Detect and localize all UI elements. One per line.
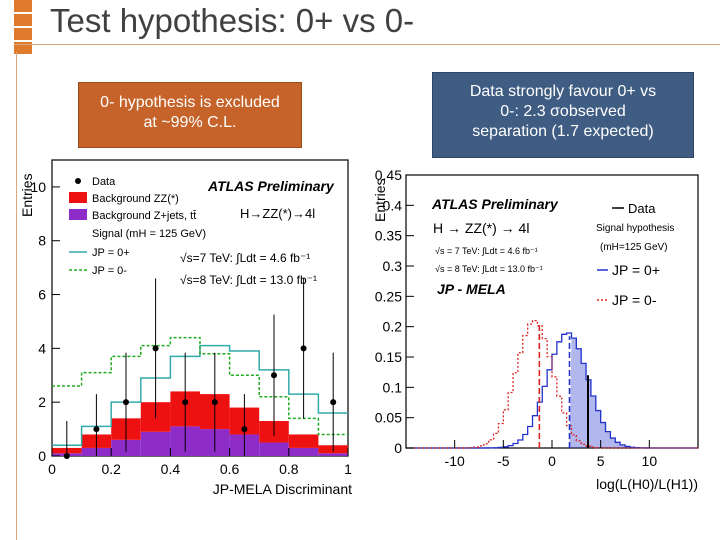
y-tick-label: 0.15 [375,349,402,365]
x-tick-label: 0 [548,453,556,469]
y-tick-label: 4 [38,340,46,356]
right-chart-xlabel: log(L(H0)/L(H1)) [596,476,698,492]
right-chart-process: H → ZZ(*) → 4l [433,220,529,236]
h0-pvalue-area [569,338,698,448]
legend-zz-swatch [69,192,87,203]
y-tick-label: 0.4 [383,197,403,213]
x-tick-label: 0.2 [101,461,121,477]
legend-signal-label: Signal (mH = 125 GeV) [92,228,206,240]
legend-0plus-label: JP = 0+ [92,247,130,259]
legend-h1-label: JP = 0- [612,292,657,308]
y-tick-label: 2 [38,394,46,410]
right-chart-ylabel: Entries [372,178,388,222]
x-tick-label: -5 [497,453,510,469]
separation-callout: Data strongly favour 0+ vs 0-: 2.3 σobse… [432,72,694,158]
y-tick-label: 0.1 [383,379,403,395]
y-tick-label: 0.45 [375,167,402,183]
separation-callout-line-1: Data strongly favour 0+ vs [469,83,657,100]
side-rule [16,52,17,540]
exclusion-callout-line-1: 0- hypothesis is excluded [100,94,280,111]
y-tick-label: 8 [38,233,46,249]
title-accent-bar [14,0,32,54]
x-tick-label: 0.6 [220,461,240,477]
data-point [182,399,189,406]
left-chart-ylabel: Entries [19,173,35,217]
x-tick-label: 0.8 [279,461,299,477]
data-point [241,426,248,433]
left-lumi-7tev: √s=7 TeV: ∫Ldt = 4.6 fb⁻¹ [180,251,310,265]
legend-zjets-label: Background Z+jets, tt̄ [92,210,197,222]
legend-signal-hyp: Signal hypothesis [596,223,674,234]
h1-distribution [406,319,698,449]
zz-bar [288,434,319,448]
legend-data-label-r: Data [628,201,656,216]
legend-data-marker [75,178,81,184]
legend-zjets-swatch [69,209,87,220]
right-chart-ticks: -10 -5 0 5 10 0 0.05 0.1 0.15 0.2 0.25 0.3 0.35 0.4 0.… [375,167,658,469]
zjets-bar [259,442,289,456]
data-point [152,345,159,352]
y-tick-label: 0.25 [375,288,402,304]
separation-callout-line-3: separation (1.7 expected) [472,123,654,140]
left-chart-xlabel: JP-MELA Discriminant [213,481,352,497]
y-tick-label: 6 [38,287,46,303]
zjets-bar [318,453,348,456]
slide-title: Test hypothesis: 0+ vs 0- [50,2,415,39]
zjets-bar [140,431,171,456]
legend-mass: (mH=125 GeV) [600,242,668,253]
right-lumi-7tev: √s = 7 TeV: ∫Ldt = 4.6 fb⁻¹ [435,246,538,256]
separation-callout-line-2: 0-: 2.3 σobserved [500,103,626,120]
y-tick-label: 0.05 [375,410,402,426]
left-chart-title: ATLAS Preliminary [207,178,335,194]
y-tick-label: 0 [38,448,46,464]
signal-0plus-step [52,344,348,446]
data-point [211,399,218,406]
right-lumi-8tev: √s = 8 TeV: ∫Ldt = 13.0 fb⁻¹ [435,264,543,274]
right-chart-legend: Data Signal hypothesis (mH=125 GeV) JP =… [596,201,674,308]
data-point [93,426,100,433]
data-point [123,399,129,406]
left-chart-data-points [63,278,337,459]
left-chart-legend: Data Background ZZ(*) Background Z+jets,… [69,176,206,277]
x-tick-label: 1 [344,461,352,477]
right-chart-title: ATLAS Preliminary [431,196,559,212]
title-rule [14,44,720,45]
left-chart-signal-lines [52,336,348,446]
y-tick-label: 0.2 [383,319,403,335]
x-tick-label: 5 [597,453,605,469]
signal-0minus-step [52,336,348,436]
data-point [300,345,307,352]
zjets-bar [288,447,319,456]
right-chart-distributions [406,319,698,449]
data-point [330,399,337,406]
y-tick-label: 0.35 [375,228,402,244]
legend-data-label: Data [92,176,116,188]
legend-zz-label: Background ZZ(*) [92,193,179,205]
right-chart-method: JP - MELA [437,281,506,297]
h0-distribution [406,332,698,449]
exclusion-callout: 0- hypothesis is excluded at ~99% C.L. [78,82,302,148]
legend-h0-label: JP = 0+ [612,262,660,278]
left-chart-process: H→ZZ(*)→4l [240,206,315,221]
data-point [271,372,277,379]
y-tick-label: 0 [394,440,402,456]
x-tick-label: 0 [48,461,56,477]
data-point [63,453,70,459]
x-tick-label: 0.4 [161,461,181,477]
y-tick-label: 0.3 [383,258,403,274]
y-tick-label: 10 [30,179,46,195]
exclusion-callout-line-2: at ~99% C.L. [143,114,237,131]
left-lumi-8tev: √s=8 TeV: ∫Ldt = 13.0 fb⁻¹ [180,273,317,287]
legend-0minus-label: JP = 0- [92,265,127,277]
x-tick-label: 10 [642,453,658,469]
x-tick-label: -10 [445,453,465,469]
